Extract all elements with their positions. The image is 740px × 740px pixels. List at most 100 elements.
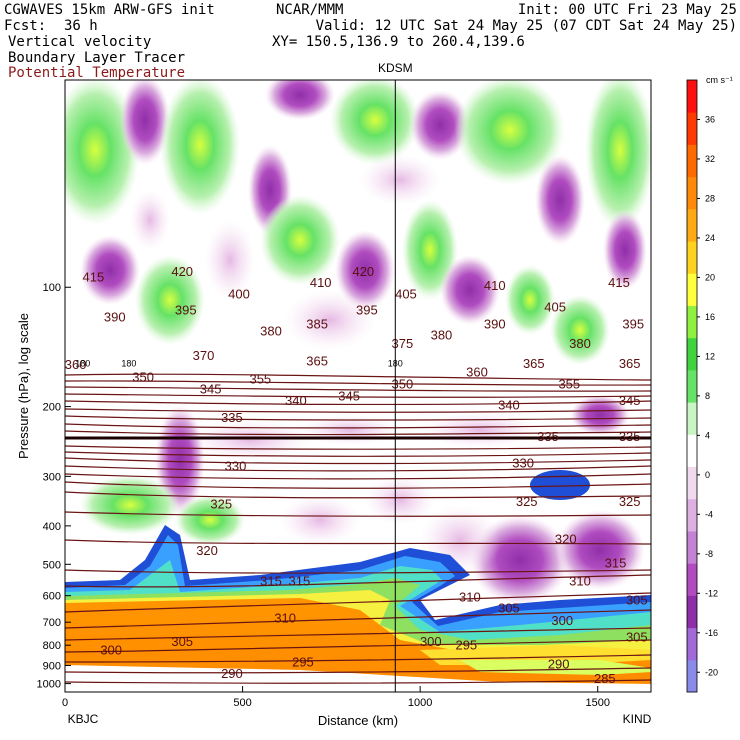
svg-text:390: 390 — [484, 317, 506, 332]
theta-label: 365 — [523, 356, 545, 371]
theta-label: 315 — [260, 573, 282, 588]
svg-text:410: 410 — [484, 278, 506, 293]
colorbar-swatch — [687, 369, 697, 403]
theta-label: 365 — [619, 356, 641, 371]
station-label: KIND — [623, 712, 652, 726]
colorbar-tick-label: -16 — [705, 628, 718, 638]
tropopause-label: 180 — [75, 359, 90, 369]
theta-label: 405 — [395, 287, 417, 302]
svg-text:400: 400 — [228, 287, 250, 302]
svg-text:305: 305 — [626, 630, 648, 645]
svg-text:360: 360 — [65, 357, 87, 372]
theta-contours — [65, 373, 651, 684]
theta-label: 310 — [459, 590, 481, 605]
svg-text:305: 305 — [626, 592, 648, 607]
station-markers: KBJC KDSM KIND — [68, 61, 652, 726]
colorbar-swatch — [687, 434, 697, 468]
theta-label: 410 — [484, 278, 506, 293]
svg-text:300: 300 — [100, 643, 122, 658]
init-time: Init: 00 UTC Fri 23 May 25 — [518, 2, 737, 18]
station-label: KBJC — [68, 712, 99, 726]
theta-label: 400 — [228, 287, 250, 302]
colorbar-swatch — [687, 530, 697, 564]
theta-label: 300 — [100, 643, 122, 658]
svg-text:325: 325 — [516, 494, 538, 509]
colorbar-tick-label: 36 — [705, 114, 715, 124]
svg-text:380: 380 — [431, 327, 453, 342]
forecast-label: Fcst: — [4, 18, 46, 34]
svg-text:365: 365 — [306, 354, 328, 369]
colorbar-unit: cm s⁻¹ — [706, 75, 733, 85]
theta-label: 335 — [619, 429, 641, 444]
colorbar-tick-label: 32 — [705, 154, 715, 164]
theta-label: 365 — [306, 354, 328, 369]
theta-label: 415 — [608, 275, 630, 290]
colorbar-swatch — [687, 627, 697, 661]
colorbar-swatch — [687, 402, 697, 435]
svg-text:345: 345 — [619, 393, 641, 408]
svg-text:380: 380 — [260, 323, 282, 338]
svg-text:320: 320 — [555, 531, 577, 546]
colorbar-tick-label: 12 — [705, 351, 715, 361]
svg-text:380: 380 — [569, 336, 591, 351]
y-tick-label: 300 — [43, 471, 61, 483]
svg-text:335: 335 — [619, 429, 641, 444]
colorbar-swatch — [687, 241, 697, 274]
theta-label: 350 — [132, 370, 154, 385]
theta-label: 345 — [619, 393, 641, 408]
colorbar-swatch — [687, 176, 697, 210]
theta-label: 390 — [484, 317, 506, 332]
x-axis-title: Distance (km) — [318, 713, 398, 728]
colorbar-tick-label: -20 — [705, 667, 718, 677]
theta-label: 390 — [104, 310, 126, 325]
theta-label: 310 — [274, 611, 296, 626]
svg-text:310: 310 — [274, 611, 296, 626]
theta-label: 380 — [431, 327, 453, 342]
svg-text:300: 300 — [551, 613, 573, 628]
y-tick-label: 700 — [43, 617, 61, 629]
svg-text:315: 315 — [260, 573, 282, 588]
colorbar-tick-label: 16 — [705, 312, 715, 322]
svg-text:315: 315 — [289, 573, 311, 588]
theta-label: 380 — [569, 336, 591, 351]
theta-label: 325 — [619, 494, 641, 509]
colorbar-swatch — [687, 144, 697, 178]
boundary-layer-tracer — [65, 525, 651, 692]
theta-label: 355 — [249, 372, 271, 387]
svg-text:420: 420 — [171, 264, 193, 279]
y-tick-label: 400 — [43, 521, 61, 533]
colorbar-tick-label: 4 — [705, 430, 710, 440]
theta-label: 300 — [551, 613, 573, 628]
theta-label: 395 — [175, 302, 197, 317]
x-tick-label: 1000 — [408, 697, 432, 709]
y-axis-title: Pressure (hPa), log scale — [16, 313, 31, 459]
y-axis: 100 200 300 400 500 600 700 800 900 1000 — [37, 282, 71, 691]
theta-label: 340 — [285, 393, 307, 408]
theta-label: 410 — [310, 275, 332, 290]
svg-text:325: 325 — [210, 496, 232, 511]
vertical-velocity-field — [65, 80, 651, 605]
theta-label: 300 — [420, 634, 442, 649]
theta-label: 420 — [171, 264, 193, 279]
center-title: NCAR/MMM — [276, 2, 343, 18]
svg-text:350: 350 — [132, 370, 154, 385]
svg-text:335: 335 — [221, 410, 243, 425]
svg-text:410: 410 — [310, 275, 332, 290]
theta-label: 340 — [498, 398, 520, 413]
theta-label: 345 — [338, 389, 360, 404]
colorbar-tick-label: -4 — [705, 509, 713, 519]
theta-label: 310 — [569, 573, 591, 588]
theta-label: 335 — [537, 429, 559, 444]
svg-text:365: 365 — [523, 356, 545, 371]
svg-text:345: 345 — [338, 389, 360, 404]
theta-label: 385 — [306, 317, 328, 332]
colorbar-tick-label: 24 — [705, 233, 715, 243]
svg-text:340: 340 — [285, 393, 307, 408]
station-label: KDSM — [378, 61, 413, 75]
svg-text:345: 345 — [200, 381, 222, 396]
svg-text:360: 360 — [466, 364, 488, 379]
theta-label: 330 — [512, 455, 534, 470]
theta-label: 320 — [196, 543, 218, 558]
theta-label: 370 — [193, 348, 215, 363]
